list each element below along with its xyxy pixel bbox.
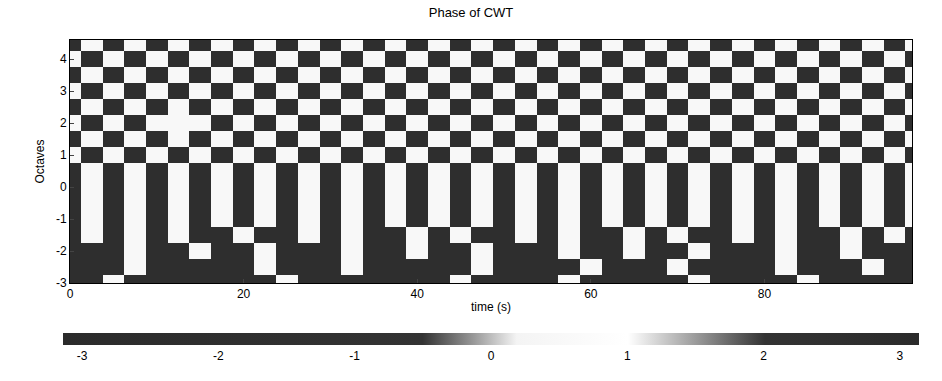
svg-text:3: 3 xyxy=(60,84,67,98)
svg-text:60: 60 xyxy=(584,287,598,301)
svg-text:1: 1 xyxy=(60,148,67,162)
svg-text:-3: -3 xyxy=(77,349,88,363)
svg-text:Phase of CWT: Phase of CWT xyxy=(429,5,514,20)
svg-text:2: 2 xyxy=(60,116,67,130)
svg-text:-2: -2 xyxy=(56,244,67,258)
svg-text:-3: -3 xyxy=(56,276,67,290)
svg-text:Octaves: Octaves xyxy=(33,139,47,183)
svg-text:0: 0 xyxy=(60,180,67,194)
svg-text:2: 2 xyxy=(760,349,767,363)
svg-text:40: 40 xyxy=(411,287,425,301)
svg-text:-1: -1 xyxy=(56,212,67,226)
svg-text:20: 20 xyxy=(237,287,251,301)
svg-text:1: 1 xyxy=(624,349,631,363)
svg-text:-2: -2 xyxy=(213,349,224,363)
svg-text:0: 0 xyxy=(488,349,495,363)
svg-text:time (s): time (s) xyxy=(471,300,511,314)
svg-text:4: 4 xyxy=(60,52,67,66)
svg-text:80: 80 xyxy=(758,287,772,301)
svg-text:3: 3 xyxy=(897,349,904,363)
svg-text:-1: -1 xyxy=(349,349,360,363)
svg-text:0: 0 xyxy=(67,287,74,301)
